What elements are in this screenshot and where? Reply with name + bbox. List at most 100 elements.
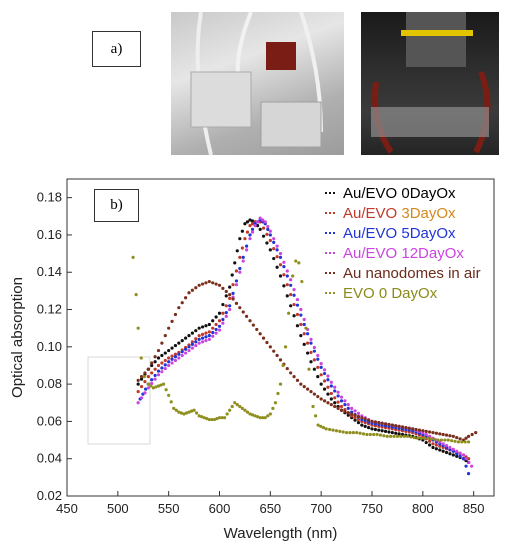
legend-label-3-part: Au/EVO 12DayOx xyxy=(343,245,464,262)
series-4-point xyxy=(285,366,289,371)
series-5-point xyxy=(210,417,214,422)
series-2-point xyxy=(329,384,333,388)
series-2-point xyxy=(299,313,303,317)
series-3-point xyxy=(424,432,428,437)
series-5-point xyxy=(235,403,239,407)
series-4-point xyxy=(346,411,350,415)
series-5-point xyxy=(297,261,301,265)
panel-a-label: a) xyxy=(92,31,141,67)
series-0-point xyxy=(363,424,367,428)
series-5-point xyxy=(187,410,191,414)
series-4-point xyxy=(136,378,140,382)
series-1-point xyxy=(285,283,289,287)
series-0-point xyxy=(248,218,252,222)
y-tick-label-1: 0.04 xyxy=(37,451,62,466)
series-4-point xyxy=(139,375,144,379)
series-5-point xyxy=(433,437,437,442)
series-2-point xyxy=(455,452,459,456)
series-4-point xyxy=(248,319,252,323)
series-3-point xyxy=(207,337,211,341)
legend-label-4: Au nanodomes in air xyxy=(343,265,481,282)
series-5-point xyxy=(139,356,143,360)
series-2-point xyxy=(224,311,228,315)
series-1-point xyxy=(322,379,327,383)
series-0-point xyxy=(187,334,191,338)
y-tick-label-4: 0.10 xyxy=(37,339,62,354)
y-tick-label-0: 0.02 xyxy=(37,488,62,503)
series-4-point xyxy=(309,389,313,394)
series-5-point xyxy=(365,432,369,437)
series-4-point xyxy=(400,425,405,429)
series-5-point xyxy=(395,434,400,438)
series-0-point xyxy=(424,440,428,445)
series-3-point xyxy=(253,224,257,228)
series-4-point xyxy=(417,428,422,432)
series-5-point xyxy=(202,416,206,420)
x-tick-label-6: 750 xyxy=(361,501,383,516)
series-3-point xyxy=(143,391,147,395)
series-4-point xyxy=(383,422,388,426)
series-1-point xyxy=(434,443,438,447)
legend-label-0-part: Au/EVO xyxy=(343,185,401,202)
x-tick-label-2: 550 xyxy=(158,501,180,516)
series-5-point xyxy=(222,416,227,420)
series-3-point xyxy=(197,341,201,345)
series-5-point xyxy=(372,432,376,437)
series-1-point xyxy=(221,311,225,315)
series-3-point xyxy=(261,218,265,222)
series-4-point xyxy=(438,432,442,436)
series-3-point xyxy=(343,399,347,403)
series-5-point xyxy=(422,436,427,440)
series-1-point xyxy=(243,237,247,241)
legend-label-1-part: 3DayOx xyxy=(401,205,456,222)
series-0-point xyxy=(204,324,208,328)
series-3-point xyxy=(329,380,333,384)
series-1-point xyxy=(265,232,269,236)
series-4-point xyxy=(343,409,347,414)
series-5-point xyxy=(405,434,410,438)
series-1-point xyxy=(339,404,344,409)
series-2-point xyxy=(184,347,188,351)
series-4-point xyxy=(261,336,266,340)
series-4-point xyxy=(146,367,150,371)
series-3-point xyxy=(461,453,466,457)
plot-frame xyxy=(66,178,495,497)
series-4-point xyxy=(238,306,242,310)
series-5-point xyxy=(456,440,461,444)
series-3-point xyxy=(350,406,354,410)
series-2-point xyxy=(289,283,293,287)
series-2-point xyxy=(322,371,327,376)
series-4-point xyxy=(153,355,157,359)
series-2-point xyxy=(221,317,225,322)
flow-cell-samples-illustration xyxy=(190,12,323,155)
series-4-point xyxy=(214,282,218,286)
series-5-point xyxy=(136,326,140,330)
series-5-point xyxy=(294,259,298,263)
series-1-point xyxy=(306,341,310,345)
series-0-point xyxy=(245,220,250,224)
series-3-point xyxy=(228,307,232,312)
series-1-point xyxy=(228,296,232,300)
series-0-point xyxy=(240,229,244,233)
series-4-point xyxy=(173,312,178,317)
series-4-point xyxy=(458,437,462,441)
series-0-point xyxy=(302,342,306,346)
series-5-point xyxy=(355,431,359,435)
series-5-point xyxy=(134,293,138,297)
series-4-point xyxy=(251,323,255,327)
series-5-point xyxy=(169,400,173,404)
series-5-point xyxy=(443,438,447,442)
series-1-point xyxy=(333,396,337,400)
series-0-point xyxy=(455,454,459,458)
series-3-point xyxy=(319,362,323,366)
series-1-point xyxy=(153,367,157,371)
series-5-point xyxy=(250,413,255,417)
series-3-point xyxy=(194,343,198,348)
series-5-point xyxy=(463,440,467,444)
series-5-point xyxy=(189,409,194,413)
series-0-point xyxy=(156,356,161,360)
series-0-point xyxy=(326,392,330,396)
series-1-point xyxy=(326,385,330,389)
series-3-point xyxy=(451,447,455,451)
y-tick-label-6: 0.14 xyxy=(37,264,62,279)
